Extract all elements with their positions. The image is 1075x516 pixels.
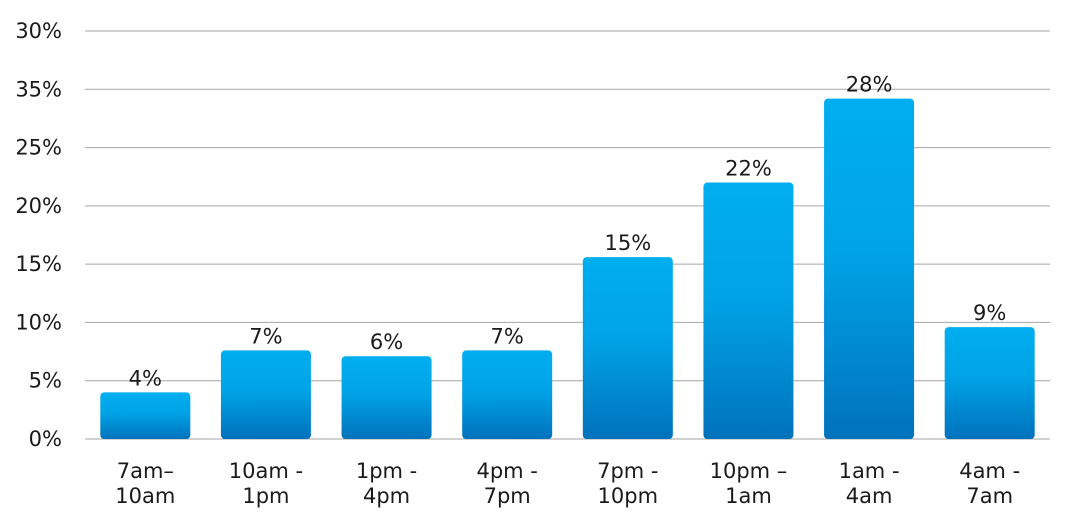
bar xyxy=(462,350,553,439)
x-category-label: 4am -7am xyxy=(959,459,1020,508)
x-category-label-line: 1pm - xyxy=(356,459,417,483)
x-category-label-line: 7am– xyxy=(117,459,174,483)
x-category-label: 10pm –1am xyxy=(710,459,788,508)
x-category-label: 7am– 10am xyxy=(115,459,175,508)
data-label: 15% xyxy=(604,231,651,255)
x-category-label-line: 4am - xyxy=(959,459,1020,483)
x-category-label-line: 4am xyxy=(846,484,893,508)
data-label: 4% xyxy=(129,366,162,390)
bar xyxy=(100,392,191,439)
x-category-label-line: 1am - xyxy=(839,459,900,483)
x-category-label: 1am -4am xyxy=(839,459,900,508)
bar xyxy=(341,356,432,439)
x-category-label-line: 10pm xyxy=(598,484,659,508)
x-category-label-line: 4pm xyxy=(363,484,410,508)
y-tick-label: 10% xyxy=(15,310,62,334)
x-category-label: 10am -1pm xyxy=(229,459,303,508)
data-label: 22% xyxy=(725,157,772,181)
x-category-label-line: 7pm xyxy=(484,484,531,508)
data-label: 6% xyxy=(370,330,403,354)
data-labels: 4% 7% 6% 7% 15% 22% 28% 9% xyxy=(129,73,1007,391)
y-tick-label: 20% xyxy=(15,194,62,218)
y-tick-label: 5% xyxy=(29,369,62,393)
bars xyxy=(100,98,1035,440)
data-label: 28% xyxy=(846,73,893,97)
bar xyxy=(824,98,915,440)
bar xyxy=(220,350,311,439)
y-tick-label: 30% xyxy=(15,19,62,43)
data-label: 7% xyxy=(491,324,524,348)
data-label: 7% xyxy=(249,324,282,348)
bar xyxy=(582,257,673,439)
data-label: 9% xyxy=(973,301,1006,325)
y-tick-label: 35% xyxy=(15,77,62,101)
x-category-label: 1pm -4pm xyxy=(356,459,417,508)
x-category-label: 4pm -7pm xyxy=(476,459,537,508)
x-category-label-line: 10am xyxy=(115,484,175,508)
bar xyxy=(944,327,1035,439)
x-category-label-line: 10pm – xyxy=(710,459,788,483)
x-category-label: 7pm -10pm xyxy=(597,459,658,508)
x-category-label-line: 1am xyxy=(725,484,772,508)
x-category-label-line: 1pm xyxy=(242,484,289,508)
x-category-label-line: 4pm - xyxy=(476,459,537,483)
y-tick-label: 15% xyxy=(15,252,62,276)
y-tick-label: 25% xyxy=(15,136,62,160)
x-category-label-line: 10am - xyxy=(229,459,303,483)
y-axis-tick-labels: 0% 5% 10% 15% 20% 25% 35% 30% xyxy=(15,19,62,451)
bar xyxy=(703,182,794,440)
x-category-label-line: 7am xyxy=(966,484,1013,508)
x-category-label-line: 7pm - xyxy=(597,459,658,483)
y-tick-label: 0% xyxy=(29,427,62,451)
